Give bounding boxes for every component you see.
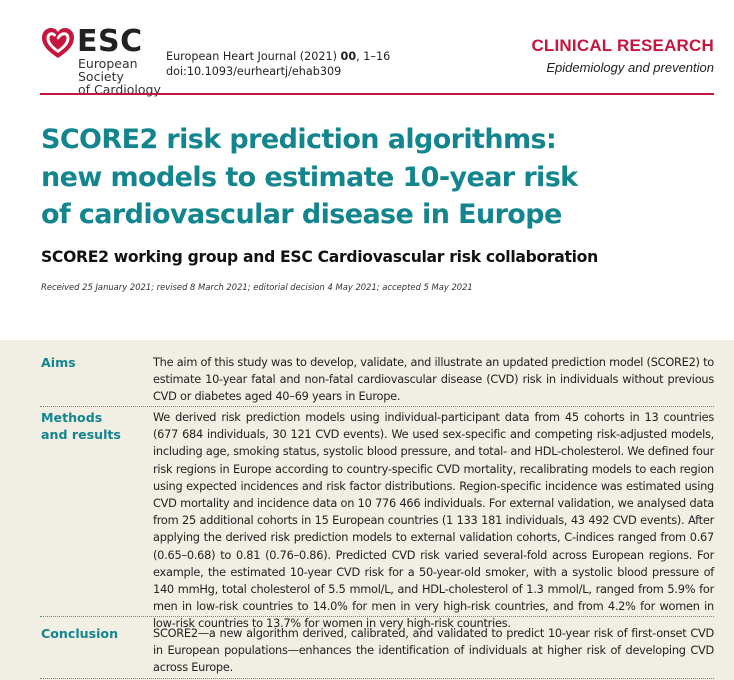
abstract-heading: Conclusion xyxy=(41,626,119,641)
abstract-text: We derived risk prediction models using … xyxy=(153,410,714,631)
abstract-heading: Methods and results xyxy=(41,410,121,442)
logo-line-1: European Society xyxy=(78,56,138,84)
esc-logo[interactable]: ESC European Society of Cardiology xyxy=(40,24,165,96)
logo-abbreviation: ESC xyxy=(77,24,143,59)
abstract-text: SCORE2—a new algorithm derived, calibrat… xyxy=(153,626,714,675)
abstract-box: Aims The aim of this study was to develo… xyxy=(0,340,734,680)
journal-header: ESC European Society of Cardiology Europ… xyxy=(40,0,714,96)
heart-icon xyxy=(42,28,74,58)
citation-volume: 00 xyxy=(340,50,357,63)
logo-organization-name: European Society of Cardiology xyxy=(78,57,178,96)
journal-citation: European Heart Journal (2021) 00, 1–16 d… xyxy=(166,49,390,79)
abstract-text: The aim of this study was to develop, va… xyxy=(153,355,714,404)
article-dates: Received 25 January 2021; revised 8 Marc… xyxy=(41,282,473,292)
title-line-1: SCORE2 risk prediction algorithms: xyxy=(41,124,557,155)
article-section: CLINICAL RESEARCH Epidemiology and preve… xyxy=(531,36,714,77)
header-divider xyxy=(40,93,714,95)
subsection-title: Epidemiology and prevention xyxy=(546,60,714,75)
abstract-heading: Aims xyxy=(41,355,76,370)
article-authors[interactable]: SCORE2 working group and ESC Cardiovascu… xyxy=(41,248,598,266)
dotted-divider xyxy=(40,678,714,679)
doi-link[interactable]: doi:10.1093/eurheartj/ehab309 xyxy=(166,65,342,78)
dotted-divider xyxy=(40,616,714,617)
citation-line: European Heart Journal (2021) 00, 1–16 xyxy=(166,49,390,64)
citation-journal-year: European Heart Journal (2021) xyxy=(166,50,341,63)
dotted-divider xyxy=(40,406,714,407)
citation-pages: , 1–16 xyxy=(356,50,391,63)
section-title: CLINICAL RESEARCH xyxy=(531,36,714,55)
title-line-3: of cardiovascular disease in Europe xyxy=(41,199,562,230)
logo-line-2: of Cardiology xyxy=(78,82,161,97)
title-line-2: new models to estimate 10-year risk xyxy=(41,161,578,193)
article-title: SCORE2 risk prediction algorithms: new m… xyxy=(41,121,701,234)
